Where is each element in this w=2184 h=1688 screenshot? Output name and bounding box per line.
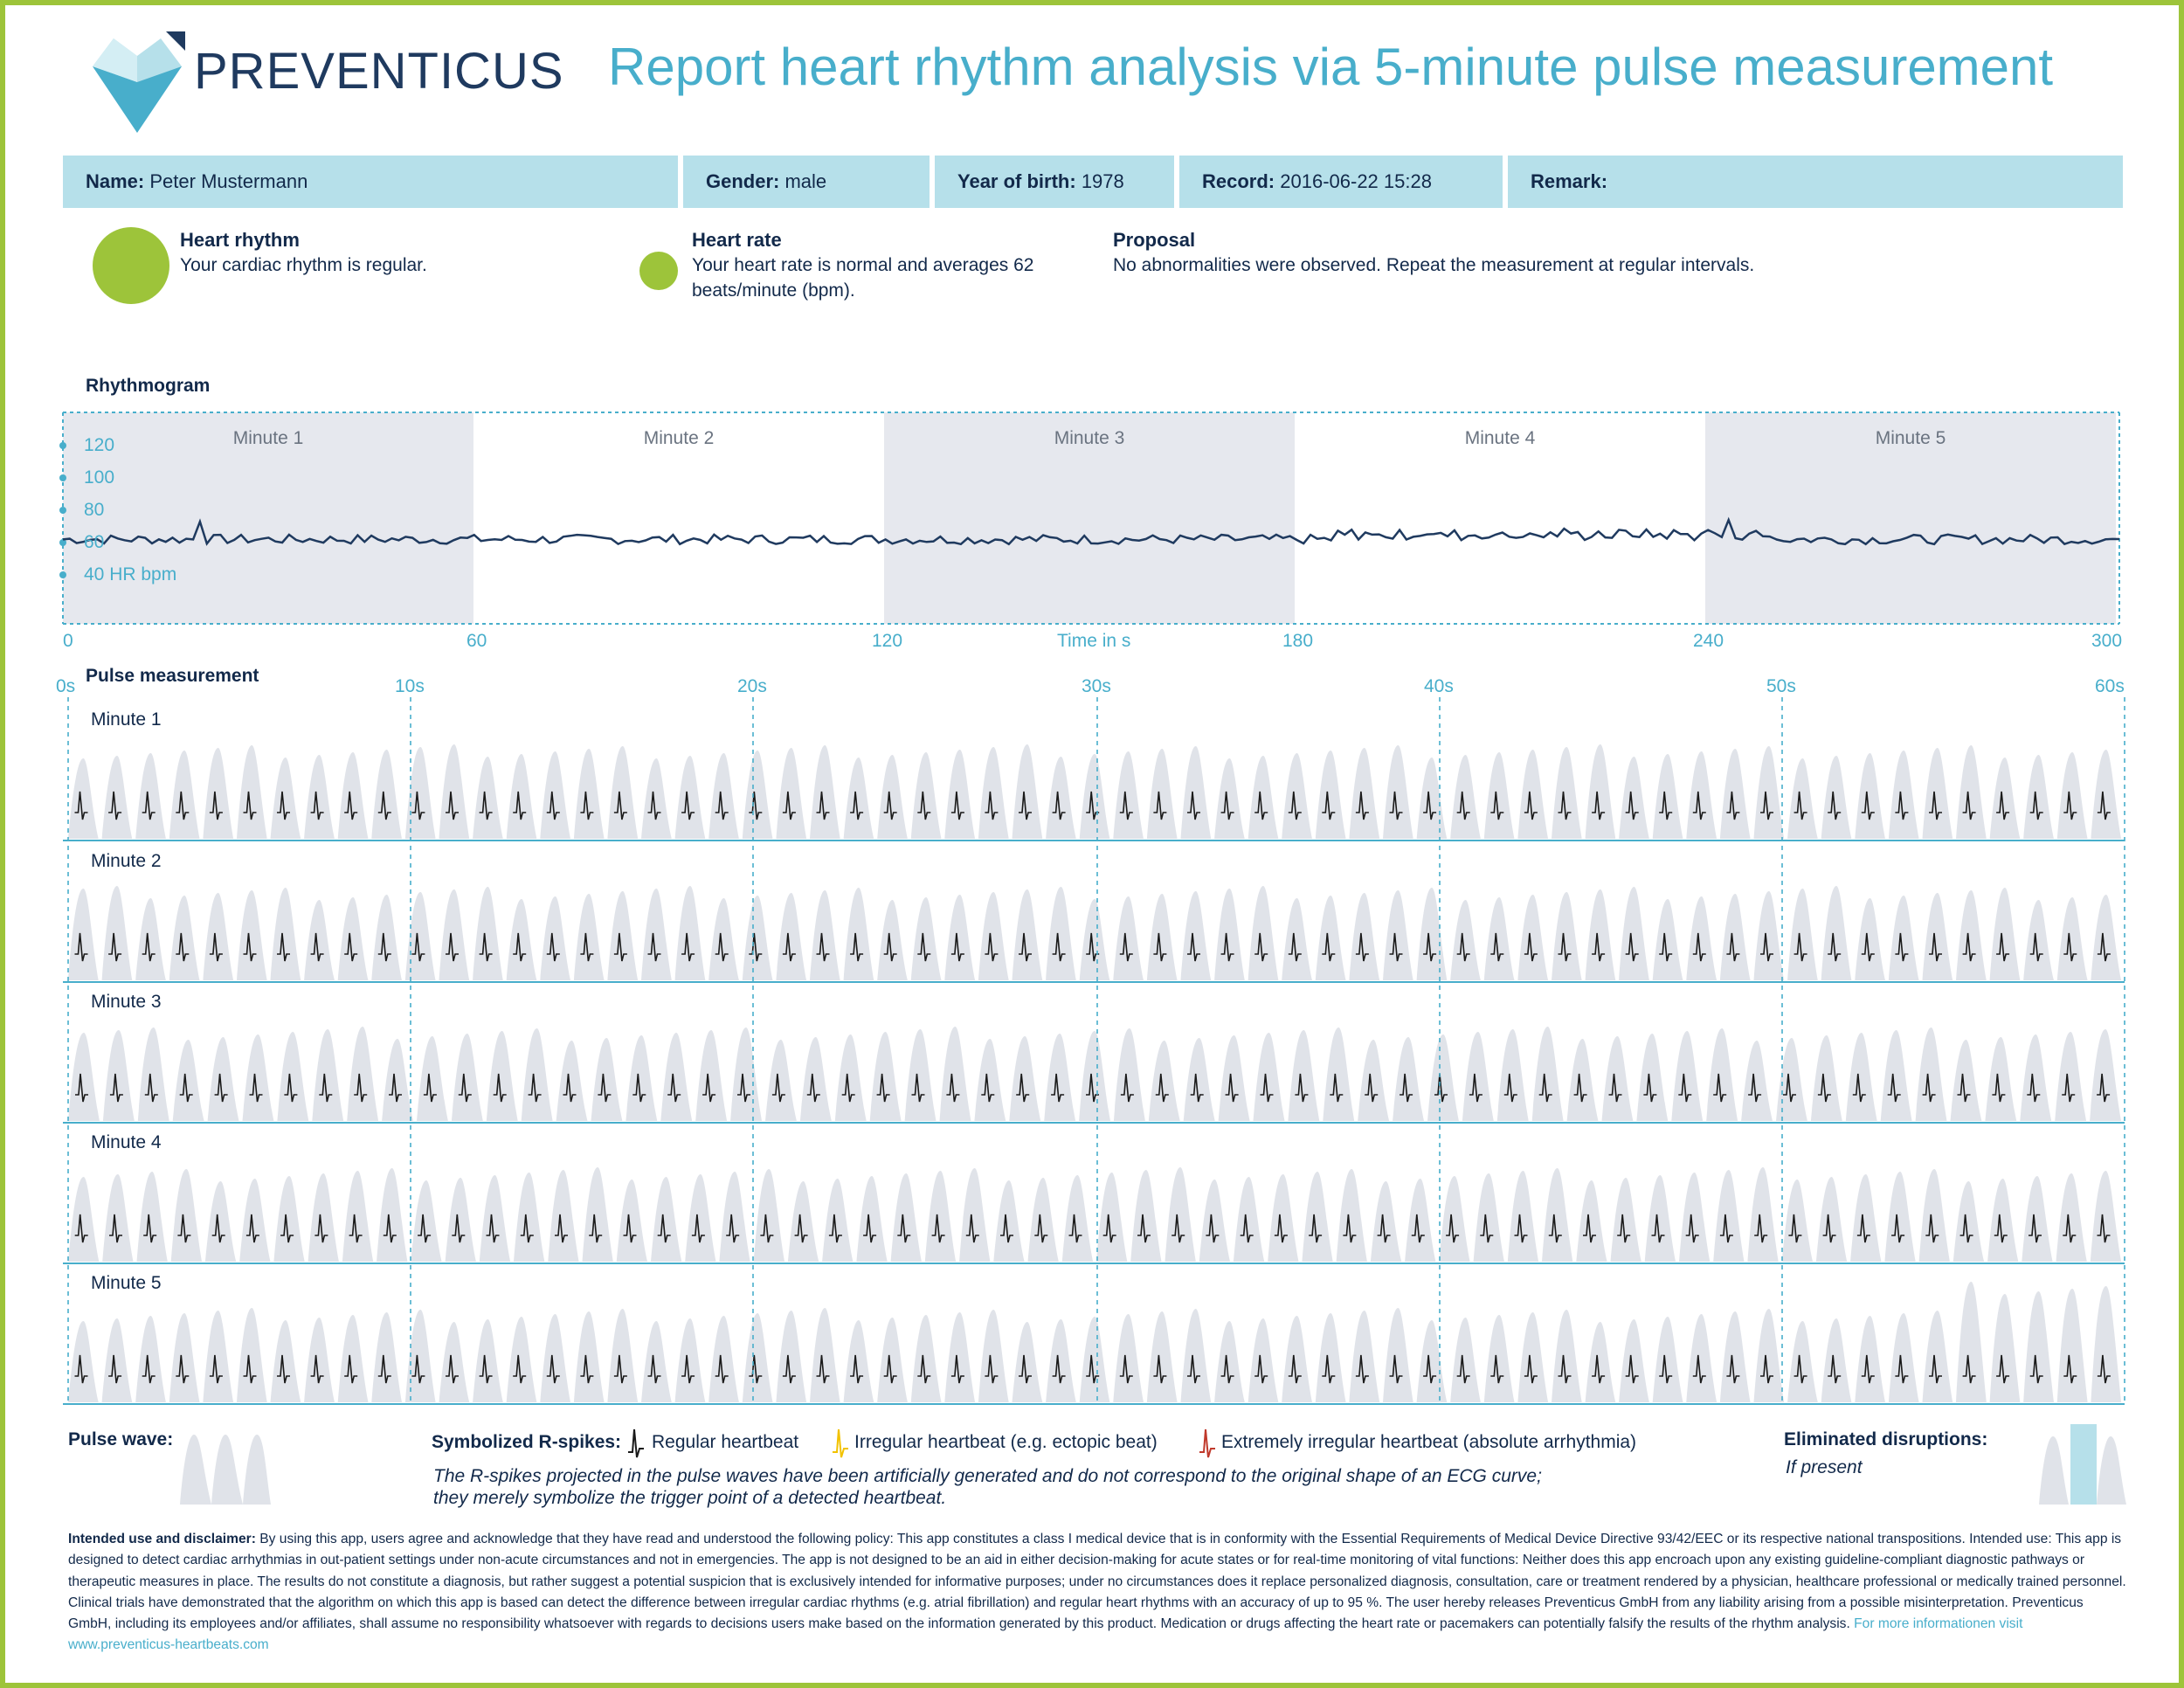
x-tick-300: 300	[2091, 631, 2123, 651]
irregular-spike-icon	[833, 1429, 848, 1458]
minute-3-band	[884, 412, 1295, 624]
rate-title: Heart rate	[692, 229, 782, 251]
pulse-row-label-3: Minute 3	[91, 992, 162, 1012]
pulse-tick-40s: 40s	[1424, 676, 1454, 696]
x-tick-240: 240	[1693, 631, 1724, 651]
pulse-row-label-1: Minute 1	[91, 709, 162, 730]
pulse-row-label-4: Minute 4	[91, 1132, 162, 1152]
pulse-tick-0s: 0s	[56, 676, 76, 696]
pulse-waves	[68, 886, 2122, 980]
disclaimer-label: Intended use and disclaimer:	[68, 1532, 256, 1546]
birth-label: Year of birth:	[957, 170, 1076, 192]
disclaimer-text: By using this app, users agree and ackno…	[68, 1532, 2126, 1632]
rhythmo-minute-5: Minute 5	[1875, 428, 1946, 448]
rspikes-label: Symbolized R-spikes:	[432, 1432, 622, 1452]
r-spikes	[74, 1214, 2111, 1243]
rspike-note-1: The R-spikes projected in the pulse wave…	[433, 1466, 1542, 1486]
x-tick-0: 0	[63, 631, 73, 651]
x-tick-180: 180	[1282, 631, 1314, 651]
x-tick-120: 120	[872, 631, 903, 651]
pulse-row-4	[63, 1167, 2125, 1264]
pulse-row-5	[63, 1282, 2125, 1405]
rhythmo-minute-2: Minute 2	[643, 428, 715, 448]
record-date: 2016-06-22 15:28	[1280, 170, 1432, 192]
info-link[interactable]: For more informationen visit www.prevent…	[68, 1616, 2023, 1653]
pulse-waves	[68, 1282, 2122, 1402]
proposal-title: Proposal	[1113, 229, 1196, 251]
x-tick-60: 60	[467, 631, 487, 651]
pulse-row-label-2: Minute 2	[91, 851, 162, 871]
pulse-row-2	[63, 886, 2125, 983]
logo-heart-icon	[93, 31, 185, 133]
eliminated-label: Eliminated disruptions:	[1784, 1429, 1988, 1449]
record-cell: Record: 2016-06-22 15:28	[1179, 156, 1503, 208]
x-axis-label: Time in s	[1057, 631, 1131, 651]
eliminated-note: If present	[1786, 1457, 1863, 1477]
rhythmogram-title: Rhythmogram	[86, 376, 211, 396]
rhythmogram-chart	[59, 412, 2120, 625]
heart-rate-line	[62, 516, 2120, 546]
pulse-wave-label: Pulse wave:	[68, 1429, 174, 1449]
pulse-tick-50s: 50s	[1766, 676, 1796, 696]
name-label: Name:	[86, 170, 145, 192]
rate-text-2: beats/minute (bpm).	[692, 280, 855, 301]
pulse-row-label-5: Minute 5	[91, 1273, 162, 1293]
irregular-heartbeat-label: Irregular heartbeat (e.g. ectopic beat)	[854, 1432, 1158, 1452]
patient-name: Peter Mustermann	[149, 170, 308, 192]
extreme-spike-icon	[1199, 1429, 1215, 1458]
pulse-tick-20s: 20s	[737, 676, 767, 696]
pulse-tick-60s: 60s	[2095, 676, 2125, 696]
rhythm-status-dot	[93, 227, 169, 304]
r-spikes	[74, 932, 2111, 962]
logo	[89, 31, 185, 136]
disclaimer: Intended use and disclaimer: By using th…	[68, 1529, 2130, 1657]
rate-status-dot	[639, 252, 678, 290]
record-label: Record:	[1202, 170, 1275, 192]
proposal-text: No abnormalities were observed. Repeat t…	[1113, 255, 1755, 275]
rate-text-1: Your heart rate is normal and averages 6…	[692, 255, 1034, 275]
gender-cell: Gender: male	[683, 156, 930, 208]
gender-label: Gender:	[706, 170, 780, 192]
eliminated-sample	[2039, 1424, 2126, 1505]
pulse-row-1	[63, 744, 2125, 841]
regular-spike-icon	[628, 1429, 644, 1458]
remark-label: Remark:	[1531, 170, 1608, 192]
pulse-tick-10s: 10s	[395, 676, 425, 696]
pulse-tick-30s: 30s	[1082, 676, 1111, 696]
y-tick-80: 80	[84, 500, 105, 520]
logo-text: PREVENTICUS	[194, 43, 564, 100]
rhythmo-minute-1: Minute 1	[232, 428, 304, 448]
minute-1-band	[63, 412, 473, 624]
rhythm-title: Heart rhythm	[180, 229, 300, 251]
rspike-note-2: they merely symbolize the trigger point …	[433, 1488, 947, 1508]
pulse-strips	[63, 697, 2125, 1405]
r-spikes	[75, 1073, 2111, 1103]
patient-birth: 1978	[1081, 170, 1124, 192]
y-unit-label: 40 HR bpm	[84, 564, 177, 585]
pulse-title: Pulse measurement	[86, 666, 259, 686]
rhythm-text: Your cardiac rhythm is regular.	[180, 255, 427, 275]
remark-cell: Remark:	[1508, 156, 2123, 208]
rhythmo-minute-4: Minute 4	[1464, 428, 1536, 448]
pulse-wave-sample	[180, 1435, 271, 1505]
patient-gender: male	[784, 170, 827, 192]
report-title: Report heart rhythm analysis via 5-minut…	[608, 38, 2054, 96]
minute-5-band	[1705, 412, 2116, 624]
y-tick-120: 120	[84, 435, 115, 455]
rhythmo-minute-3: Minute 3	[1054, 428, 1125, 448]
pulse-row-3	[63, 1027, 2125, 1124]
pulse-waves	[68, 1027, 2121, 1121]
y-tick-60: 60	[84, 532, 105, 552]
y-tick-100: 100	[84, 467, 115, 488]
name-cell: Name: Peter Mustermann	[63, 156, 678, 208]
extreme-heartbeat-label: Extremely irregular heartbeat (absolute …	[1221, 1432, 1637, 1452]
regular-heartbeat-label: Regular heartbeat	[652, 1432, 799, 1452]
pulse-waves	[68, 1167, 2122, 1262]
r-spikes	[74, 1354, 2111, 1384]
pulse-waves	[68, 744, 2122, 839]
birth-cell: Year of birth: 1978	[935, 156, 1174, 208]
r-spikes	[74, 791, 2111, 820]
